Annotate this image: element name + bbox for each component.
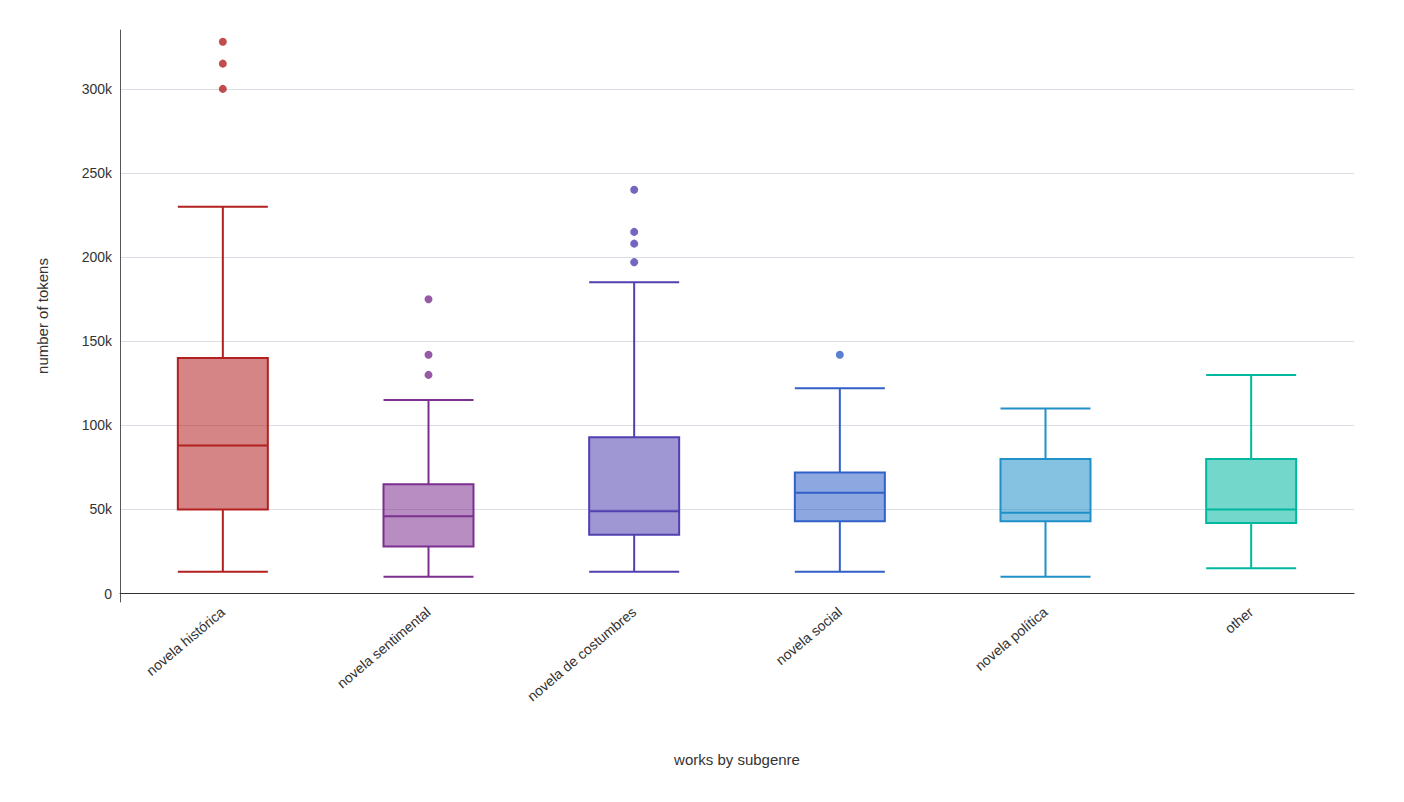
svg-text:works by subgenre: works by subgenre	[673, 751, 800, 768]
svg-text:150k: 150k	[82, 333, 113, 349]
svg-text:0: 0	[104, 586, 112, 602]
svg-text:200k: 200k	[82, 249, 113, 265]
svg-text:number of tokens: number of tokens	[34, 258, 51, 374]
svg-text:novela sentimental: novela sentimental	[334, 604, 434, 691]
svg-text:100k: 100k	[82, 417, 113, 433]
svg-text:250k: 250k	[82, 165, 113, 181]
svg-text:other: other	[1222, 604, 1257, 637]
svg-text:50k: 50k	[89, 501, 113, 517]
svg-text:novela histórica: novela histórica	[143, 604, 228, 679]
svg-text:novela social: novela social	[773, 604, 845, 668]
svg-text:novela de costumbres: novela de costumbres	[524, 604, 639, 704]
svg-text:novela política: novela política	[972, 604, 1051, 674]
svg-text:300k: 300k	[82, 81, 113, 97]
